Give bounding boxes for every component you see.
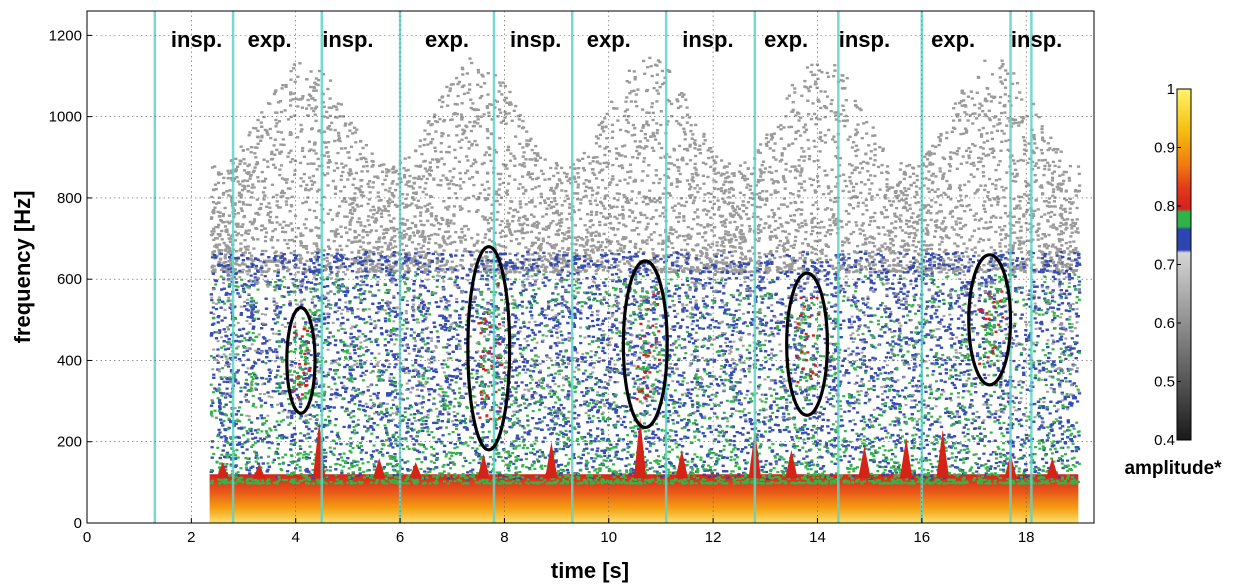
x-tick-label: 10 [600, 529, 617, 546]
x-tick-label: 6 [396, 529, 404, 546]
colorbar-tick-label: 0.8 [1154, 198, 1175, 215]
plot-area [86, 10, 1095, 524]
highlight-ellipse [466, 245, 512, 452]
colorbar-tick-label: 0.7 [1154, 257, 1175, 274]
colorbar-tick-label: 1 [1167, 81, 1175, 98]
blue-band [209, 250, 1082, 481]
phase-label: exp. [764, 27, 808, 52]
x-tick-label: 14 [809, 529, 826, 546]
colorbar-ticks: 0.4 0.5 0.6 0.7 0.8 0.9 1 [1154, 81, 1181, 449]
green-band [209, 271, 1081, 485]
x-tick-label: 12 [705, 529, 722, 546]
colorbar-tick-label: 0.6 [1154, 315, 1175, 332]
highlight-ellipse [967, 253, 1013, 387]
phase-label: exp. [931, 27, 975, 52]
y-tick-label: 200 [57, 434, 82, 451]
y-axis-ticks: 0 200 400 600 800 1000 1200 [49, 27, 92, 532]
x-tick-label: 4 [292, 529, 300, 546]
highlight-ellipse [785, 271, 829, 417]
phase-label: insp. [510, 27, 561, 52]
colorbar-tick-label: 0.5 [1154, 374, 1175, 391]
phase-label: exp. [587, 27, 631, 52]
highlight-ellipse [285, 306, 317, 415]
highlight-ellipse [621, 259, 669, 430]
colorbar-tick-label: 0.4 [1154, 432, 1175, 449]
gray-noise [209, 56, 1082, 274]
x-tick-label: 8 [500, 529, 508, 546]
phase-label: exp. [248, 27, 292, 52]
x-axis-ticks: 0 2 4 6 8 10 12 14 16 18 [83, 518, 1035, 546]
highlight-ellipses [285, 245, 1013, 452]
x-axis-title: time [s] [551, 558, 629, 583]
y-tick-label: 0 [74, 515, 82, 532]
x-tick-label: 2 [187, 529, 195, 546]
phase-label: insp. [171, 27, 222, 52]
hot-spots [292, 275, 1006, 421]
phase-labels: insp. exp. insp. exp. insp. exp. insp. exp. insp… [171, 27, 1062, 52]
x-tick-label: 16 [913, 529, 930, 546]
x-tick-label: 0 [83, 529, 91, 546]
plot-frame [86, 10, 1095, 524]
y-tick-label: 800 [57, 190, 82, 207]
phase-label: insp. [322, 27, 373, 52]
phase-label: insp. [1011, 27, 1062, 52]
y-tick-label: 1200 [49, 27, 82, 44]
y-tick-label: 600 [57, 271, 82, 288]
y-tick-label: 400 [57, 352, 82, 369]
colorbar-title: amplitude* [1124, 458, 1222, 479]
phase-label: exp. [425, 27, 469, 52]
y-axis-title: frequency [Hz] [10, 191, 35, 344]
phase-boundary-lines [153, 11, 1033, 523]
y-tick-label: 1000 [49, 109, 82, 126]
x-tick-label: 18 [1018, 529, 1035, 546]
spectrogram-image [209, 56, 1082, 523]
phase-label: insp. [839, 27, 890, 52]
colorbar: 0.4 0.5 0.6 0.7 0.8 0.9 1 amplitude* [1124, 81, 1222, 479]
colorbar-tick-label: 0.9 [1154, 140, 1175, 157]
phase-label: insp. [682, 27, 733, 52]
